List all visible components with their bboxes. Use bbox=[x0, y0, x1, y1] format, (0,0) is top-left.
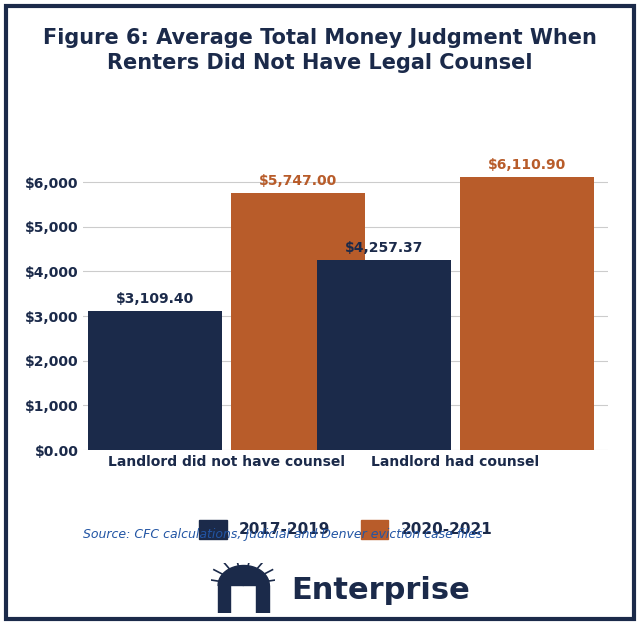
Text: $4,257.37: $4,257.37 bbox=[344, 241, 423, 254]
Text: Source: CFC calculations, Judicial and Denver eviction case files: Source: CFC calculations, Judicial and D… bbox=[83, 528, 483, 541]
Legend: 2017-2019, 2020-2021: 2017-2019, 2020-2021 bbox=[193, 514, 499, 545]
Text: Figure 6: Average Total Money Judgment When
Renters Did Not Have Legal Counsel: Figure 6: Average Total Money Judgment W… bbox=[43, 28, 597, 73]
Bar bbox=[460, 177, 594, 450]
Bar bbox=[317, 260, 451, 450]
Bar bbox=[231, 194, 365, 450]
Bar bbox=[88, 311, 221, 450]
Text: $5,747.00: $5,747.00 bbox=[259, 174, 337, 188]
Bar bbox=[256, 585, 269, 612]
Text: Enterprise: Enterprise bbox=[291, 576, 470, 605]
Text: $3,109.40: $3,109.40 bbox=[116, 292, 194, 306]
Bar bbox=[218, 585, 230, 612]
Text: $6,110.90: $6,110.90 bbox=[488, 158, 566, 172]
